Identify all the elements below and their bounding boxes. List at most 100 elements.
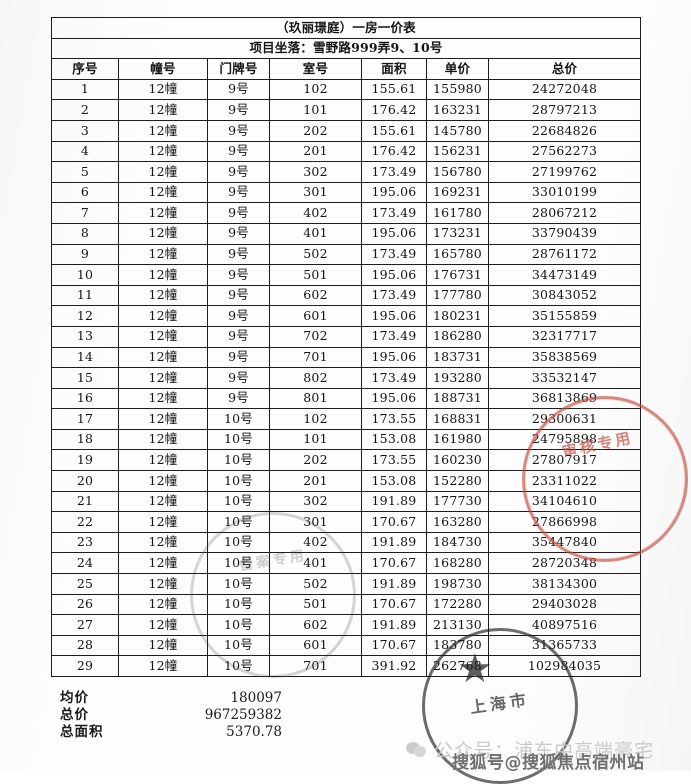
cell-r17-c5: 161980 — [426, 428, 489, 451]
cell-r28-c0: 29 — [51, 655, 119, 677]
cell-r25-c4: 170.67 — [361, 593, 427, 616]
cell-r11-c3: 601 — [269, 305, 362, 327]
table-row: 10 12幢 9号 501 195.06 176731 34473149 — [51, 264, 642, 286]
cell-r23-c0: 24 — [51, 552, 119, 575]
cell-r14-c0: 15 — [51, 367, 119, 389]
column-header-0: 序号 — [51, 58, 119, 80]
cell-r0-c0: 1 — [51, 78, 119, 101]
cell-r18-c3: 202 — [269, 449, 362, 472]
cell-r18-c1: 12幢 — [118, 449, 208, 472]
cell-r23-c5: 168280 — [426, 552, 489, 575]
cell-r27-c4: 170.67 — [361, 634, 427, 657]
table-row: 26 12幢 10号 501 170.67 172280 29403028 — [51, 593, 642, 616]
cell-r28-c6: 102984035 — [487, 655, 642, 677]
cell-r26-c6: 40897516 — [487, 614, 642, 636]
cell-r5-c3: 301 — [269, 181, 362, 204]
cell-r21-c1: 12幢 — [118, 511, 208, 533]
cell-r17-c0: 18 — [51, 428, 119, 451]
cell-r24-c5: 198730 — [426, 573, 489, 595]
total-price-label: 总价 — [60, 707, 89, 723]
cell-r6-c3: 402 — [269, 202, 362, 224]
table-row: 13 12幢 9号 702 173.49 186280 32317717 — [51, 325, 642, 348]
wechat-watermark-text: 公众号：浦东中高端豪宅 — [434, 740, 655, 762]
cell-r3-c4: 176.42 — [361, 140, 427, 163]
cell-r0-c4: 155.61 — [361, 78, 427, 101]
cell-r2-c3: 202 — [269, 119, 362, 142]
price-table: （玖丽璟庭）一房一价表 项目坐落：雪野路999弄9、10号 序号 幢号 门牌号 室号面… — [50, 17, 642, 677]
cell-r20-c3: 302 — [269, 490, 362, 513]
cell-r28-c2: 10号 — [207, 655, 270, 677]
cell-r10-c2: 9号 — [207, 284, 270, 307]
cell-r8-c2: 9号 — [207, 243, 270, 266]
cell-r8-c3: 502 — [269, 243, 362, 266]
table-row: 15 12幢 9号 802 173.49 193280 33532147 — [51, 367, 642, 389]
cell-r6-c2: 9号 — [207, 202, 270, 224]
cell-r0-c5: 155980 — [426, 78, 489, 101]
table-row: 5 12幢 9号 302 173.49 156780 27199762 — [51, 161, 642, 183]
cell-r23-c4: 170.67 — [361, 552, 427, 575]
cell-r19-c6: 23311022 — [487, 470, 642, 492]
cell-r4-c4: 173.49 — [361, 161, 427, 183]
cell-r20-c5: 177730 — [426, 490, 489, 513]
cell-r12-c6: 32317717 — [487, 325, 642, 348]
cell-r19-c4: 153.08 — [361, 470, 427, 492]
cell-r14-c3: 802 — [269, 367, 362, 389]
cell-r20-c2: 10号 — [207, 490, 270, 513]
cell-r22-c5: 184730 — [426, 531, 489, 554]
cell-r16-c6: 29300631 — [487, 408, 642, 430]
cell-r1-c5: 163231 — [426, 99, 489, 121]
cell-r15-c0: 16 — [51, 387, 119, 410]
cell-r18-c5: 160230 — [426, 449, 489, 472]
cell-r20-c0: 21 — [51, 490, 119, 513]
table-row: 19 12幢 10号 202 173.55 160230 27807917 — [51, 449, 642, 472]
cell-r4-c0: 5 — [51, 161, 119, 183]
column-header-3: 室号 — [269, 58, 362, 80]
cell-r13-c6: 35838569 — [487, 346, 642, 369]
cell-r27-c2: 10号 — [207, 634, 270, 657]
summary-row-total-area: 总面积 5370.78 — [60, 720, 304, 740]
cell-r22-c1: 12幢 — [118, 531, 208, 554]
cell-r9-c4: 195.06 — [361, 264, 427, 286]
dark-seal-text: 上海市 — [468, 689, 531, 718]
table-row: 3 12幢 9号 202 155.61 145780 22684826 — [51, 119, 642, 142]
cell-r25-c6: 29403028 — [487, 593, 642, 616]
wechat-watermark: 公众号：浦东中高端豪宅 — [406, 736, 654, 763]
cell-r5-c5: 169231 — [426, 181, 489, 204]
cell-r16-c4: 173.55 — [361, 408, 427, 430]
cell-r2-c4: 155.61 — [361, 119, 427, 142]
cell-r14-c2: 9号 — [207, 367, 270, 389]
cell-r3-c3: 201 — [269, 140, 362, 163]
cell-r2-c6: 22684826 — [487, 119, 642, 142]
cell-r9-c6: 34473149 — [487, 264, 642, 286]
cell-r24-c0: 25 — [51, 573, 119, 595]
cell-r13-c5: 183731 — [426, 346, 489, 369]
cell-r3-c5: 156231 — [426, 140, 489, 163]
cell-r19-c1: 12幢 — [118, 470, 208, 492]
cell-r12-c2: 9号 — [207, 325, 270, 348]
cell-r1-c0: 2 — [51, 99, 119, 121]
cell-r26-c4: 191.89 — [361, 614, 427, 636]
cell-r12-c0: 13 — [51, 325, 119, 348]
cell-r4-c5: 156780 — [426, 161, 489, 183]
cell-r13-c0: 14 — [51, 346, 119, 369]
table-row: 20 12幢 10号 201 153.08 152280 23311022 — [51, 470, 642, 492]
cell-r3-c1: 12幢 — [118, 140, 208, 163]
cell-r5-c2: 9号 — [207, 181, 270, 204]
cell-r27-c5: 183780 — [426, 634, 489, 657]
cell-r23-c1: 12幢 — [118, 552, 208, 575]
cell-r27-c1: 12幢 — [118, 634, 208, 657]
average-price-label: 均价 — [60, 690, 89, 706]
cell-r9-c2: 9号 — [207, 264, 270, 286]
cell-r25-c0: 26 — [51, 593, 119, 616]
cell-r13-c4: 195.06 — [361, 346, 427, 369]
cell-r20-c1: 12幢 — [118, 490, 208, 513]
table-address-row: 项目坐落：雪野路999弄9、10号 — [50, 37, 642, 60]
cell-r20-c4: 191.89 — [361, 490, 427, 513]
table-row: 28 12幢 10号 601 170.67 183780 31365733 — [51, 634, 642, 657]
cell-r25-c2: 10号 — [207, 593, 270, 616]
cell-r1-c1: 12幢 — [118, 99, 208, 121]
cell-r8-c5: 165780 — [426, 243, 489, 266]
table-row: 18 12幢 10号 101 153.08 161980 24795898 — [51, 428, 642, 451]
cell-r14-c5: 193280 — [426, 367, 489, 389]
cell-r8-c0: 9 — [51, 243, 119, 266]
